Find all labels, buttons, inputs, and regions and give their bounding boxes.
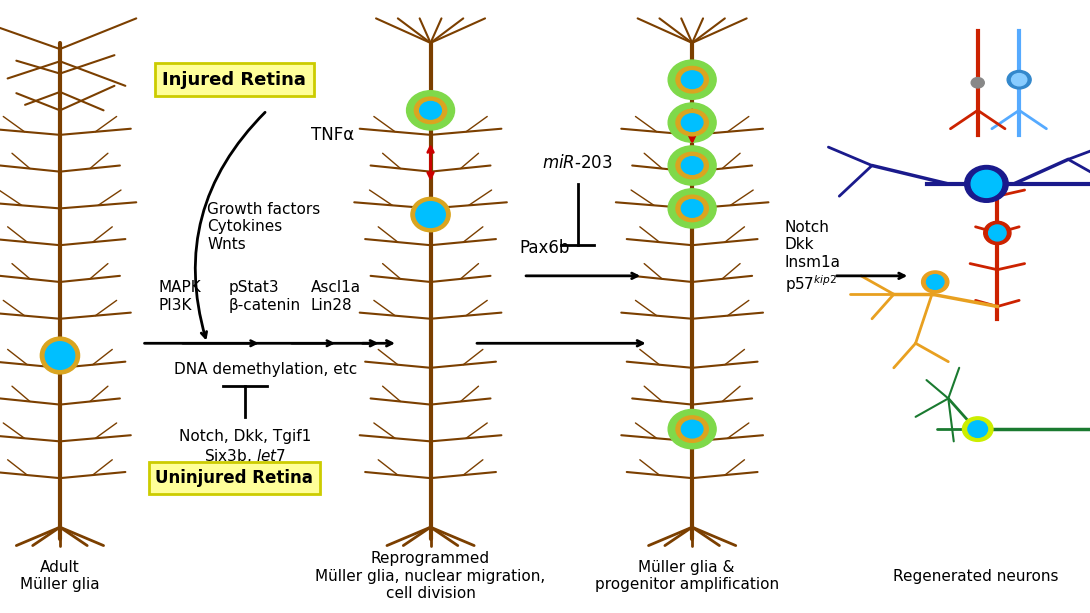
Ellipse shape (676, 66, 708, 93)
Text: Notch
Dkk
Insm1a
p57$^{kip2}$: Notch Dkk Insm1a p57$^{kip2}$ (785, 220, 840, 295)
Ellipse shape (681, 114, 703, 131)
Text: Ascl1a
Lin28: Ascl1a Lin28 (311, 280, 361, 313)
Text: DNA demethylation, etc: DNA demethylation, etc (174, 362, 358, 376)
Ellipse shape (676, 195, 708, 222)
Ellipse shape (971, 78, 984, 88)
Ellipse shape (1007, 70, 1031, 89)
Ellipse shape (681, 71, 703, 88)
Ellipse shape (416, 202, 446, 227)
Ellipse shape (411, 197, 450, 232)
Ellipse shape (984, 221, 1012, 245)
Ellipse shape (668, 146, 716, 185)
Ellipse shape (922, 271, 948, 293)
Ellipse shape (676, 152, 708, 179)
Ellipse shape (676, 416, 708, 443)
Ellipse shape (40, 337, 80, 374)
Text: Müller glia &
progenitor amplification: Müller glia & progenitor amplification (595, 560, 778, 592)
Ellipse shape (668, 189, 716, 228)
Text: Injured Retina: Injured Retina (162, 70, 306, 89)
Ellipse shape (681, 200, 703, 217)
Ellipse shape (668, 409, 716, 449)
Text: Pax6b: Pax6b (520, 240, 570, 257)
Text: MAPK
PI3K: MAPK PI3K (158, 280, 201, 313)
Ellipse shape (968, 421, 988, 438)
Ellipse shape (965, 166, 1008, 202)
Ellipse shape (668, 60, 716, 99)
Ellipse shape (420, 102, 441, 119)
Text: Reprogrammed
Müller glia, nuclear migration,
cell division: Reprogrammed Müller glia, nuclear migrat… (315, 551, 546, 601)
Ellipse shape (1012, 74, 1027, 86)
Text: TNFα: TNFα (311, 126, 354, 144)
Text: Uninjured Retina: Uninjured Retina (156, 469, 313, 487)
Ellipse shape (681, 421, 703, 438)
Ellipse shape (676, 109, 708, 136)
Text: Regenerated neurons: Regenerated neurons (893, 569, 1058, 584)
Text: Adult
Müller glia: Adult Müller glia (20, 560, 100, 592)
Ellipse shape (46, 342, 74, 369)
Ellipse shape (681, 157, 703, 174)
Text: pStat3
β-catenin: pStat3 β-catenin (229, 280, 301, 313)
Text: Notch, Dkk, Tgif1
Six3b, $\it{let7}$: Notch, Dkk, Tgif1 Six3b, $\it{let7}$ (179, 429, 312, 465)
Ellipse shape (668, 103, 716, 142)
Ellipse shape (989, 225, 1006, 241)
Ellipse shape (926, 275, 944, 289)
Ellipse shape (962, 417, 993, 441)
Ellipse shape (407, 91, 455, 130)
Ellipse shape (414, 97, 447, 124)
Ellipse shape (971, 170, 1002, 197)
Text: $\it{miR}$-203: $\it{miR}$-203 (543, 154, 613, 172)
Text: Growth factors
Cytokines
Wnts: Growth factors Cytokines Wnts (207, 202, 320, 252)
